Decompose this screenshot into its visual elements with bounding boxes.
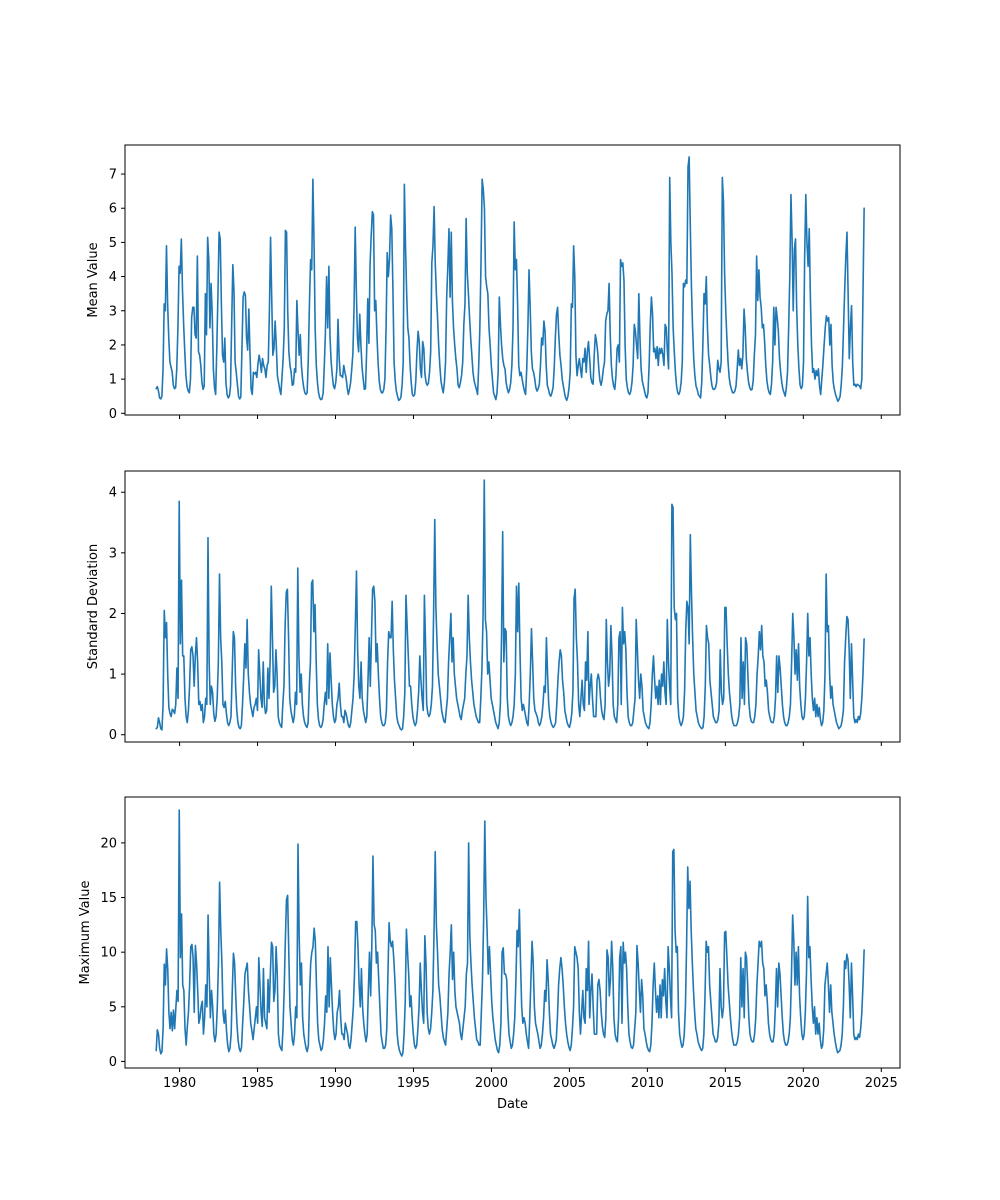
y-tick-label: 1 — [109, 373, 117, 388]
y-tick-label: 20 — [100, 836, 117, 851]
y-tick-label: 3 — [109, 546, 117, 561]
series-line — [155, 809, 865, 1057]
y-tick-label: 0 — [109, 728, 117, 743]
y-tick-label: 5 — [109, 236, 117, 251]
series-line — [155, 479, 865, 731]
y-tick-label: 5 — [109, 1000, 117, 1015]
x-axis-label: Date — [497, 1097, 528, 1112]
y-tick-label: 6 — [109, 202, 117, 217]
x-tick-label: 2025 — [865, 1076, 898, 1091]
y-tick-label: 2 — [109, 607, 117, 622]
y-axis-label: Standard Deviation — [86, 544, 101, 669]
subplot-1: 0 1 2 3 4 5 6 7 Mean Value — [86, 144, 901, 422]
x-tick-label: 2010 — [631, 1076, 664, 1091]
subplot-2: 0 1 2 3 4 Standard Deviation — [86, 470, 901, 746]
y-tick-label: 0 — [109, 407, 117, 422]
series-line — [155, 156, 865, 403]
y-tick-label: 4 — [109, 486, 117, 501]
x-tick-label: 1990 — [319, 1076, 352, 1091]
y-tick-label: 2 — [109, 338, 117, 353]
x-tick-label: 2005 — [553, 1076, 586, 1091]
y-tick-label: 15 — [100, 891, 117, 906]
y-tick-label: 10 — [100, 946, 117, 961]
y-tick-label: 1 — [109, 668, 117, 683]
x-tick-label: 1995 — [397, 1076, 430, 1091]
axes-frame — [124, 470, 901, 743]
x-tick-label: 1980 — [163, 1076, 196, 1091]
y-axis-label: Mean Value — [86, 242, 101, 317]
axes-frame — [124, 144, 901, 416]
x-tick-label: 2000 — [475, 1076, 508, 1091]
y-tick-label: 4 — [109, 270, 117, 285]
y-tick-label: 7 — [109, 168, 117, 183]
y-tick-label: 0 — [109, 1055, 117, 1070]
y-tick-label: 3 — [109, 304, 117, 319]
y-axis-label: Maximum Value — [78, 881, 93, 985]
axes-frame — [124, 796, 901, 1069]
x-tick-label: 1985 — [241, 1076, 274, 1091]
x-tick-label: 2015 — [709, 1076, 742, 1091]
x-tick-label: 2020 — [787, 1076, 820, 1091]
subplot-3: 0 5 10 15 20 1980 1985 1990 1995 2000 2005 2010 2015… — [78, 796, 901, 1112]
